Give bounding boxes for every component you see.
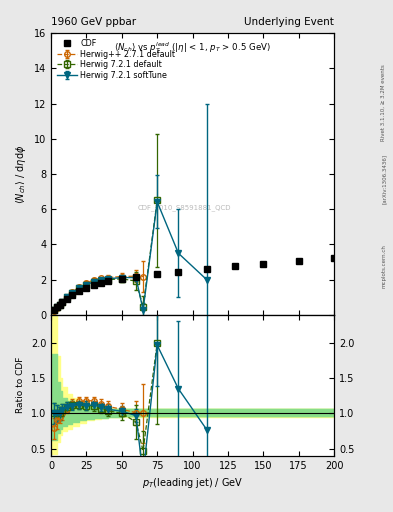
Text: Underlying Event: Underlying Event (244, 16, 334, 27)
Y-axis label: Ratio to CDF: Ratio to CDF (16, 357, 25, 414)
Text: 1960 GeV ppbar: 1960 GeV ppbar (51, 16, 136, 27)
CDF (77, 288, 82, 294)
CDF (155, 271, 160, 277)
CDF (332, 254, 336, 261)
Text: $\langle N_{ch}\rangle$ vs $p_T^{lead}$ ($|\eta|$ < 1, $p_T$ > 0.5 GeV): $\langle N_{ch}\rangle$ vs $p_T^{lead}$ … (114, 40, 271, 55)
CDF (134, 273, 138, 280)
Text: [arXiv:1306.3436]: [arXiv:1306.3436] (382, 154, 387, 204)
CDF (296, 258, 301, 264)
Legend: CDF, Herwig++ 2.7.1 default, Herwig 7.2.1 default, Herwig 7.2.1 softTune: CDF, Herwig++ 2.7.1 default, Herwig 7.2.… (55, 37, 177, 81)
CDF (98, 280, 103, 286)
CDF (70, 292, 75, 298)
CDF (105, 278, 110, 284)
CDF (84, 285, 89, 291)
X-axis label: $p_T$(leading jet) / GeV: $p_T$(leading jet) / GeV (142, 476, 243, 490)
Y-axis label: $\langle N_{ch}\rangle$ / d$\eta$d$\phi$: $\langle N_{ch}\rangle$ / d$\eta$d$\phi$ (14, 144, 28, 204)
CDF (176, 269, 181, 275)
CDF (57, 302, 62, 308)
CDF (51, 307, 56, 313)
CDF (60, 299, 65, 305)
CDF (64, 295, 69, 302)
CDF (233, 263, 237, 269)
CDF (54, 305, 59, 311)
CDF (119, 276, 124, 282)
Text: mcplots.cern.ch: mcplots.cern.ch (382, 244, 387, 288)
Line: CDF: CDF (51, 254, 337, 313)
Text: Rivet 3.1.10, ≥ 3.2M events: Rivet 3.1.10, ≥ 3.2M events (381, 64, 386, 141)
CDF (261, 261, 266, 267)
CDF (91, 282, 96, 288)
Text: CDF_2010_S8591881_QCD: CDF_2010_S8591881_QCD (137, 204, 231, 211)
CDF (204, 266, 209, 272)
